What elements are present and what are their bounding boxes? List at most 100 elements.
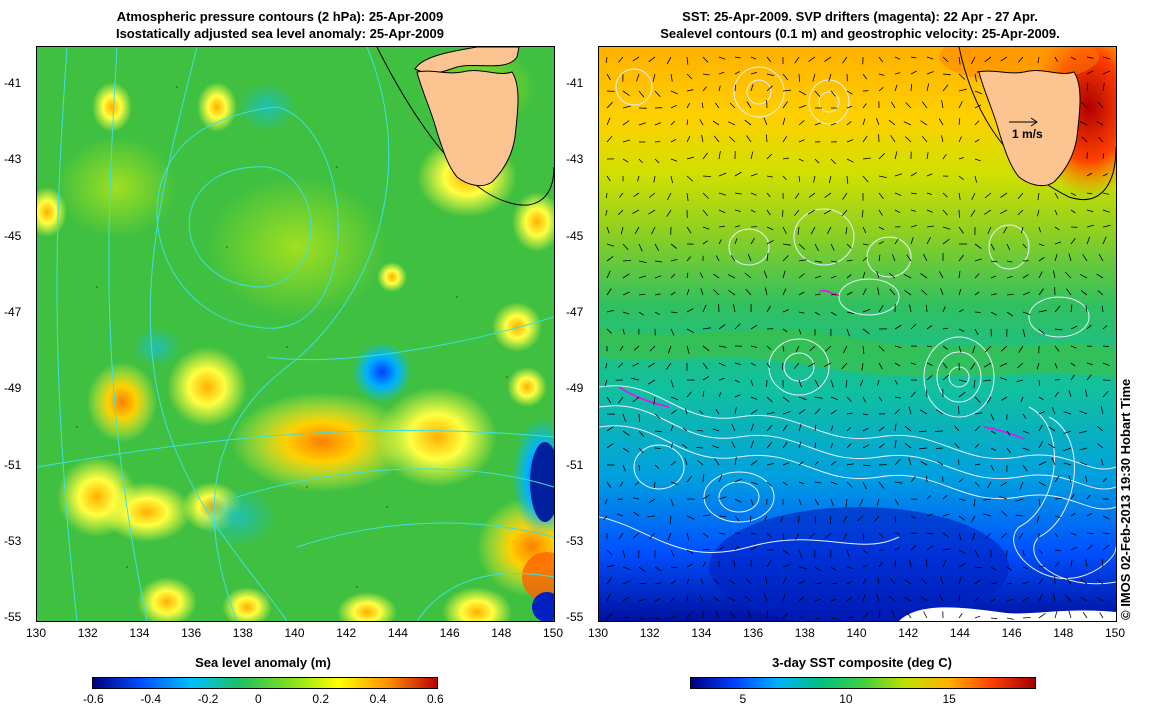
velocity-arrow <box>904 290 912 296</box>
velocity-arrow <box>798 120 805 126</box>
velocity-arrow <box>1070 374 1075 381</box>
velocity-arrow <box>1022 566 1028 570</box>
velocity-arrow <box>910 545 917 551</box>
velocity-arrow <box>750 192 757 196</box>
velocity-arrow <box>958 136 962 143</box>
velocity-arrow <box>862 257 868 262</box>
velocity-arrow <box>846 121 852 126</box>
velocity-arrow <box>654 122 662 126</box>
velocity-arrow <box>814 311 820 316</box>
velocity-arrow <box>830 425 834 432</box>
velocity-arrow <box>606 175 611 182</box>
velocity-arrow <box>782 396 790 403</box>
velocity-arrow <box>766 362 771 369</box>
velocity-arrow <box>1096 273 1104 279</box>
velocity-arrow <box>830 498 834 507</box>
velocity-arrow <box>667 192 672 201</box>
velocity-arrow <box>766 424 773 432</box>
velocity-arrow <box>862 612 869 619</box>
velocity-arrow <box>958 613 963 619</box>
velocity-arrow <box>1006 598 1014 602</box>
velocity-arrow <box>670 90 678 95</box>
velocity-arrow <box>814 293 821 296</box>
velocity-arrow <box>670 615 677 619</box>
velocity-arrow <box>618 209 624 216</box>
velocity-arrow <box>814 460 819 466</box>
velocity-arrow <box>971 192 976 200</box>
velocity-arrow <box>728 579 736 585</box>
velocity-arrow <box>670 139 677 143</box>
velocity-arrow <box>974 120 980 126</box>
velocity-arrow <box>750 324 758 330</box>
velocity-arrow <box>862 413 869 416</box>
velocity-arrow <box>810 226 816 235</box>
velocity-arrow <box>798 596 805 602</box>
velocity-arrow <box>702 327 711 330</box>
velocity-arrow <box>878 153 885 160</box>
velocity-arrow <box>622 549 626 558</box>
velocity-arrow <box>622 139 630 143</box>
velocity-arrow <box>606 328 612 334</box>
velocity-arrow <box>894 192 902 196</box>
velocity-arrow <box>718 546 724 551</box>
velocity-arrow <box>919 409 928 415</box>
velocity-arrow <box>638 293 646 296</box>
velocity-arrow <box>780 515 784 523</box>
velocity-arrow <box>744 272 752 279</box>
velocity-arrow <box>622 158 629 163</box>
x-tick-label: 140 <box>284 626 305 640</box>
velocity-arrow <box>814 442 817 449</box>
velocity-arrow <box>830 260 838 263</box>
velocity-arrow <box>670 481 678 485</box>
velocity-arrow <box>1022 413 1027 419</box>
velocity-arrow <box>906 611 912 619</box>
velocity-arrow <box>686 272 689 279</box>
velocity-arrow <box>1068 390 1072 398</box>
velocity-arrow <box>1022 328 1026 337</box>
velocity-arrow <box>942 238 950 245</box>
velocity-arrow <box>1101 306 1104 313</box>
y-tick-label: -49 <box>4 381 22 396</box>
velocity-arrow <box>686 56 689 65</box>
velocity-arrow <box>795 532 800 541</box>
x-tick-label: 142 <box>336 626 357 640</box>
velocity-arrow <box>670 291 676 296</box>
velocity-arrow <box>862 532 865 540</box>
velocity-arrow <box>999 377 1008 381</box>
velocity-arrow <box>1016 379 1024 383</box>
x-tick-label: 150 <box>1105 626 1126 640</box>
velocity-arrow <box>846 596 852 602</box>
velocity-arrow <box>878 226 885 230</box>
velocity-arrow <box>878 175 887 178</box>
velocity-arrow <box>605 56 608 64</box>
velocity-arrow <box>845 226 848 235</box>
velocity-arrow <box>878 73 885 76</box>
velocity-arrow <box>632 209 640 214</box>
velocity-arrow <box>910 362 916 365</box>
velocity-arrow <box>686 226 692 234</box>
velocity-arrow <box>729 102 736 109</box>
velocity-arrow <box>830 409 837 415</box>
velocity-arrow <box>745 288 752 296</box>
velocity-arrow <box>727 121 736 126</box>
velocity-arrow <box>1086 512 1093 517</box>
velocity-arrow <box>973 498 976 507</box>
velocity-arrow <box>606 135 613 143</box>
velocity-arrow <box>958 118 961 126</box>
velocity-arrow <box>764 515 768 522</box>
velocity-arrow <box>1038 226 1041 233</box>
velocity-arrow <box>1022 311 1031 315</box>
velocity-arrow <box>974 273 980 279</box>
velocity-arrow <box>814 424 817 432</box>
velocity-arrow <box>920 120 928 126</box>
velocity-arrow <box>958 226 964 234</box>
velocity-arrow <box>718 56 726 60</box>
velocity-arrow <box>1086 209 1094 213</box>
velocity-arrow <box>622 616 630 619</box>
velocity-arrow <box>1079 273 1088 279</box>
velocity-arrow <box>1054 515 1061 519</box>
velocity-arrow <box>634 226 640 234</box>
velocity-arrow <box>1070 238 1076 245</box>
velocity-arrow <box>1052 407 1056 415</box>
velocity-arrow <box>750 56 757 60</box>
